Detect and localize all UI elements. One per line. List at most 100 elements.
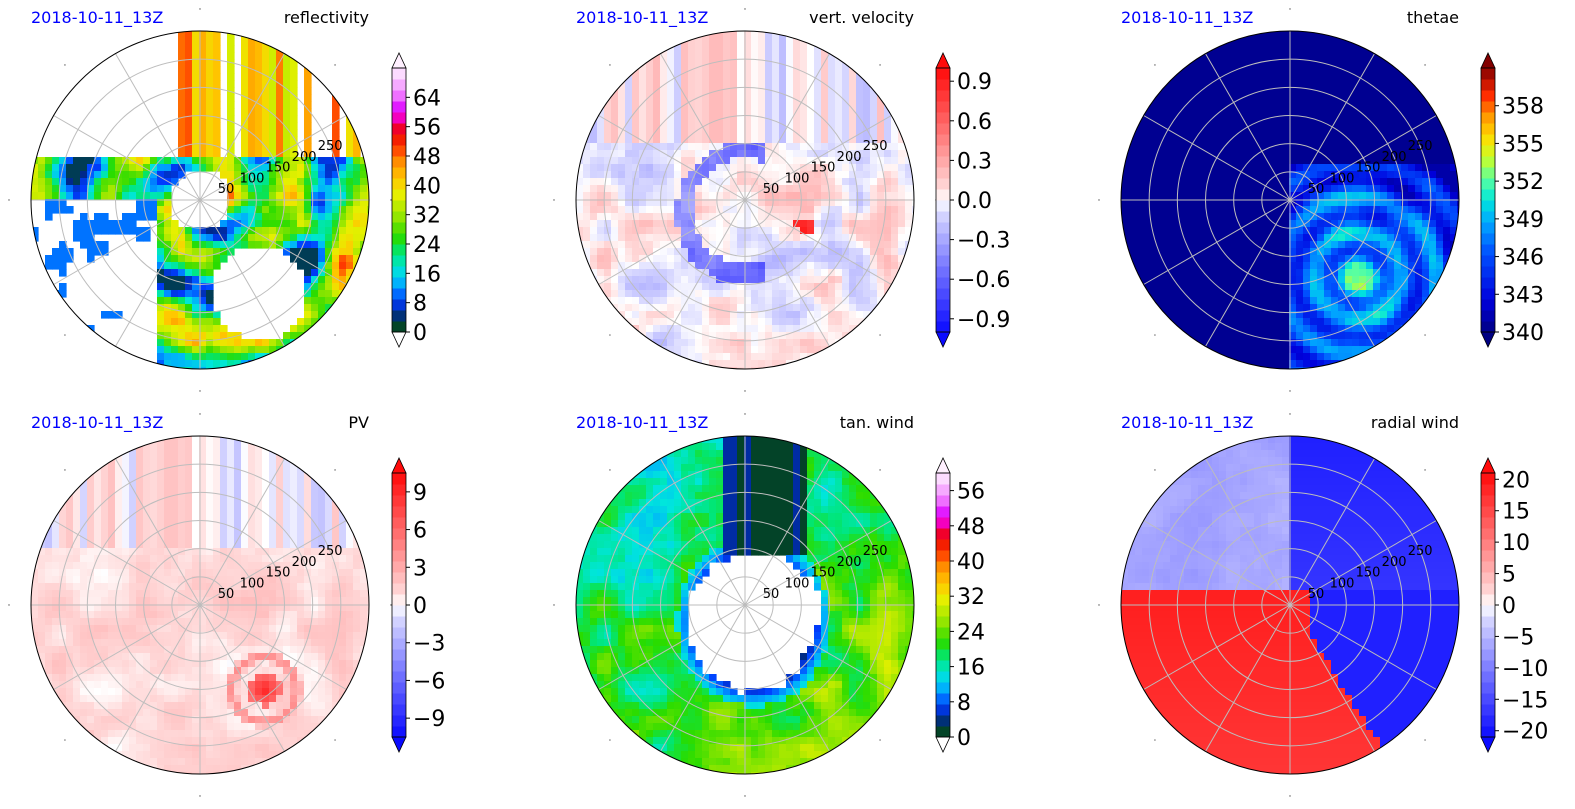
field-cell (206, 276, 214, 284)
field-cell (646, 185, 654, 193)
field-cell (346, 206, 354, 214)
field-cell (744, 220, 752, 228)
field-cell (751, 297, 759, 305)
field-cell (311, 171, 319, 179)
field-cell (625, 122, 633, 130)
field-cell (1373, 122, 1381, 130)
field-cell (1324, 129, 1332, 137)
field-cell (898, 234, 906, 242)
field-cell (1415, 164, 1423, 172)
field-cell (262, 94, 270, 102)
field-cell (891, 220, 899, 228)
field-cell (1240, 304, 1248, 312)
theta-tick-mark (64, 334, 66, 336)
field-cell (1429, 164, 1437, 172)
field-cell (870, 192, 878, 200)
field-cell (863, 185, 871, 193)
field-cell (583, 206, 591, 214)
field-cell (1212, 157, 1220, 165)
field-cell (611, 262, 619, 270)
field-cell (297, 248, 305, 256)
field-cell (1198, 101, 1206, 109)
field-cell (835, 108, 843, 116)
field-cell (744, 66, 752, 74)
field-cell (639, 269, 647, 277)
colorbar-bin (392, 288, 406, 300)
field-cell (1142, 276, 1150, 284)
field-cell (716, 290, 724, 298)
field-cell (1198, 122, 1206, 130)
field-cell (667, 297, 675, 305)
field-cell (1177, 276, 1185, 284)
field-cell (164, 290, 172, 298)
field-cell (765, 178, 773, 186)
field-cell (1205, 241, 1213, 249)
field-cell (835, 276, 843, 284)
field-cell (1289, 129, 1297, 137)
field-cell (744, 59, 752, 67)
field-cell (157, 262, 165, 270)
field-cell (646, 318, 654, 326)
field-cell (1191, 241, 1199, 249)
field-cell (318, 269, 326, 277)
field-cell (1401, 227, 1409, 235)
field-cell (1324, 171, 1332, 179)
field-cell (1289, 283, 1297, 291)
field-cell (178, 101, 186, 109)
field-cell (1352, 122, 1360, 130)
colorbar-tick-label: 32 (413, 204, 441, 229)
field-cell (884, 178, 892, 186)
field-cell (758, 45, 766, 53)
field-cell (1289, 276, 1297, 284)
field-cell (723, 73, 731, 81)
field-cell (1240, 192, 1248, 200)
field-cell (1191, 108, 1199, 116)
field-cell (1205, 143, 1213, 151)
field-cell (73, 178, 81, 186)
field-cell (1254, 311, 1262, 319)
field-cell (59, 157, 67, 165)
field-cell (1163, 87, 1171, 95)
field-cell (779, 339, 787, 347)
field-cell (1415, 234, 1423, 242)
field-cell (632, 73, 640, 81)
field-cell (737, 318, 745, 326)
field-cell (1338, 38, 1346, 46)
field-cell (1303, 255, 1311, 263)
field-cell (1261, 290, 1269, 298)
field-cell (1240, 332, 1248, 340)
field-cell (1254, 129, 1262, 137)
field-cell (1303, 171, 1311, 179)
field-cell (772, 206, 780, 214)
field-cell (828, 136, 836, 144)
field-cell (1268, 297, 1276, 305)
field-cell (241, 346, 249, 354)
field-cell (1401, 80, 1409, 88)
field-cell (772, 66, 780, 74)
field-cell (1233, 220, 1241, 228)
field-cell (849, 122, 857, 130)
field-cell (213, 332, 221, 340)
field-cell (891, 227, 899, 235)
field-cell (157, 185, 165, 193)
field-cell (758, 304, 766, 312)
field-cell (765, 199, 773, 207)
field-cell (213, 38, 221, 46)
field-cell (625, 248, 633, 256)
field-cell (178, 122, 186, 130)
field-cell (283, 227, 291, 235)
field-cell (842, 129, 850, 137)
field-cell (1429, 157, 1437, 165)
field-cell (1296, 73, 1304, 81)
field-cell (1247, 87, 1255, 95)
field-cell (611, 87, 619, 95)
field-cell (1254, 73, 1262, 81)
field-cell (1261, 178, 1269, 186)
field-cell (688, 269, 696, 277)
field-cell (87, 192, 95, 200)
field-cell (779, 101, 787, 109)
field-cell (674, 94, 682, 102)
field-cell (1324, 108, 1332, 116)
field-cell (821, 206, 829, 214)
field-cell (1394, 185, 1402, 193)
